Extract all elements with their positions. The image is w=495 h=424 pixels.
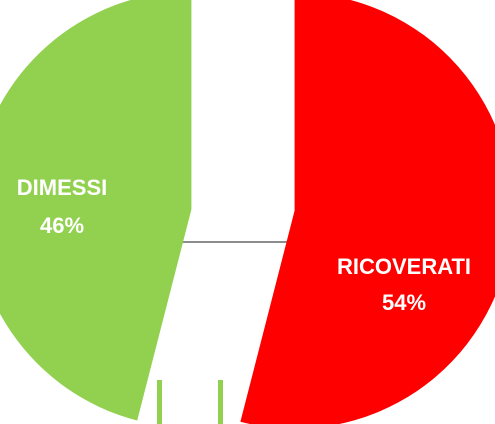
slice-label-dimessi: DIMESSI [17, 175, 107, 200]
decorative-tick-right [218, 380, 223, 424]
slice-label-ricoverati: RICOVERATI [337, 254, 471, 279]
pie-slice-dimessi [0, 0, 192, 421]
decorative-tick-left [157, 380, 162, 424]
slice-value-ricoverati: 54% [382, 290, 426, 315]
slice-value-dimessi: 46% [40, 213, 84, 238]
pie-slice-ricoverati [240, 0, 495, 424]
